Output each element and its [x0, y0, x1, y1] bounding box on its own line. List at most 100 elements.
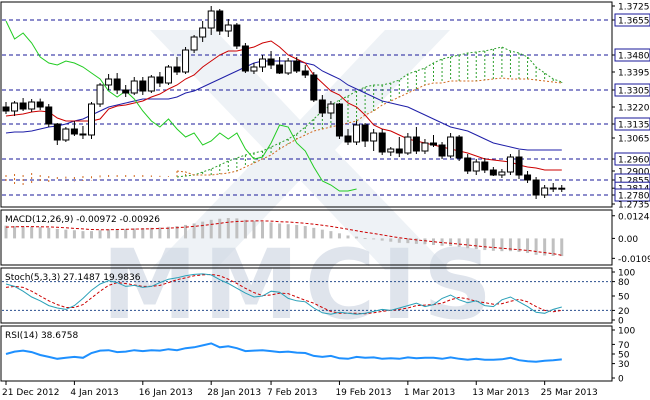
macd-panel-frame — [0, 209, 613, 266]
macd-histogram-bar — [397, 238, 401, 243]
bearish-candle — [335, 103, 343, 137]
bearish-candle — [233, 24, 241, 47]
macd-histogram-bar — [406, 238, 410, 244]
macd-histogram-bar — [72, 230, 76, 239]
rsi-line — [5, 342, 562, 363]
bearish-candle — [395, 148, 403, 154]
bearish-candle — [53, 123, 61, 141]
macd-histogram-bar — [192, 223, 196, 239]
macd-histogram-bar — [124, 228, 128, 239]
bullish-candle — [28, 101, 36, 110]
macd-histogram-bar — [30, 226, 34, 239]
macd-histogram-bar — [483, 238, 487, 251]
macd-histogram-bar — [440, 238, 444, 246]
macd-histogram-bar — [320, 229, 324, 239]
time-axis: 21 Dec 2012 4 Jan 2013 16 Jan 2013 28 Jan 2… — [2, 381, 598, 398]
macd-histogram-bar — [81, 231, 85, 239]
macd-histogram-bar — [226, 218, 230, 239]
bearish-candle — [344, 135, 352, 143]
macd-histogram-bar — [449, 238, 453, 247]
macd-histogram-bar — [508, 238, 512, 252]
macd-histogram-bar — [13, 226, 17, 239]
rsi-tick-label: 70 — [618, 341, 630, 351]
macd-histogram-bar — [346, 235, 350, 239]
macd-histogram-bar — [312, 227, 316, 239]
price-tick-label: 1.3395 — [618, 69, 650, 79]
price-label-box — [614, 117, 650, 131]
macd-histogram-bar — [184, 224, 188, 239]
stoch-tick-label: 80 — [618, 278, 630, 288]
macd-histogram-bar — [295, 224, 299, 239]
bearish-candle — [70, 128, 78, 135]
macd-histogram-bar — [98, 230, 102, 239]
bearish-candle — [45, 106, 53, 125]
macd-histogram-bar — [432, 238, 435, 245]
price-axis: 1.3725 1.3655 1.3480 1.3395 1.3305 1.3220 1.31… — [612, 3, 650, 211]
macd-histogram-bar — [474, 238, 478, 249]
macd-histogram-bar — [107, 229, 111, 239]
macd-histogram-bar — [141, 228, 145, 239]
senkou-span-a — [176, 46, 562, 178]
bullish-candle — [498, 171, 506, 176]
macd-histogram-bar — [55, 228, 59, 239]
bullish-candle — [370, 132, 378, 142]
macd-histogram-bar — [363, 238, 367, 240]
price-tick-label: 1.2960 — [618, 156, 650, 166]
price-tick-label: 1.2900 — [618, 168, 650, 178]
macd-tick-label: 0.01244 — [618, 212, 650, 222]
price-tick-label: 1.3220 — [618, 104, 650, 114]
macd-histogram-bar — [526, 238, 530, 253]
bearish-candle — [216, 10, 224, 32]
bearish-candle — [361, 124, 369, 142]
bullish-candle — [421, 142, 429, 152]
macd-histogram-bar — [243, 219, 247, 239]
senkou-span-b — [176, 77, 562, 176]
macd-histogram-bar — [115, 228, 119, 239]
macd-signal-line — [5, 220, 562, 256]
macd-histogram-bar — [209, 219, 213, 239]
macd-histogram-bar — [389, 238, 393, 242]
stoch-signal-line — [5, 273, 562, 315]
bullish-candle — [472, 161, 480, 172]
bearish-candle — [241, 45, 249, 72]
time-tick-label: 25 Mar 2013 — [541, 388, 598, 398]
macd-histogram-bar — [201, 221, 205, 239]
price-tick-label: 1.2735 — [618, 201, 650, 211]
macd-tick-label: 0.00 — [618, 235, 638, 245]
bearish-candle — [412, 136, 420, 152]
bearish-candle — [173, 66, 181, 73]
macd-histogram-bar — [423, 238, 427, 245]
price-label-box — [614, 83, 650, 97]
macd-histogram-bar — [372, 238, 376, 240]
price-label-box — [614, 152, 650, 166]
bearish-candle — [524, 174, 532, 181]
bearish-candle — [481, 161, 489, 171]
time-tick-label: 19 Feb 2013 — [335, 388, 391, 398]
macd-histogram-bar — [4, 225, 8, 239]
bullish-candle — [96, 84, 104, 105]
macd-histogram-bar — [21, 226, 25, 239]
time-tick-label: 28 Jan 2013 — [207, 388, 261, 398]
bearish-candle — [464, 157, 472, 172]
bullish-candle — [447, 136, 455, 157]
macd-histogram-bar — [235, 218, 239, 239]
macd-histogram-bar — [47, 227, 51, 239]
bearish-candle — [378, 132, 386, 153]
macd-histogram-bar — [38, 227, 42, 239]
bullish-candle — [404, 136, 412, 154]
bearish-candle — [276, 64, 284, 74]
rsi-tick-label: 0 — [618, 375, 624, 385]
macd-histogram-bar — [329, 231, 333, 239]
time-tick-label: 21 Dec 2012 — [2, 388, 60, 398]
bearish-candle — [515, 156, 523, 176]
bullish-candle — [88, 103, 95, 136]
price-tick-label: 1.3135 — [618, 121, 650, 131]
macd-histogram-bar — [500, 238, 504, 252]
bearish-candle — [310, 74, 318, 101]
bullish-candle — [558, 187, 566, 190]
stoch-main-line — [5, 273, 562, 315]
bearish-candle — [36, 101, 44, 108]
